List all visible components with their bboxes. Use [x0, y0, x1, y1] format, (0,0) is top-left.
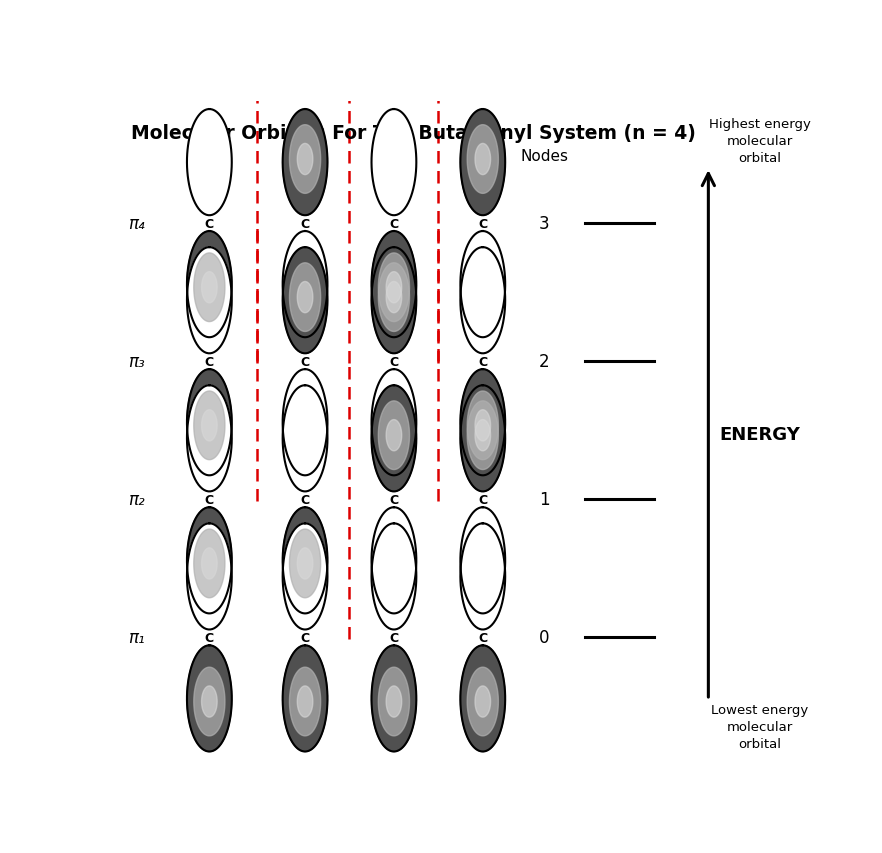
Polygon shape	[289, 530, 321, 598]
Polygon shape	[289, 264, 321, 332]
Text: C: C	[205, 631, 214, 644]
Polygon shape	[378, 402, 409, 470]
Polygon shape	[467, 402, 498, 470]
Text: 2: 2	[539, 353, 549, 371]
Polygon shape	[460, 524, 505, 630]
Polygon shape	[282, 524, 327, 630]
Polygon shape	[202, 548, 217, 579]
Polygon shape	[467, 667, 498, 736]
Text: Highest energy
molecular
orbital: Highest energy molecular orbital	[708, 118, 811, 165]
Polygon shape	[460, 646, 505, 751]
Polygon shape	[460, 232, 505, 338]
Polygon shape	[282, 110, 327, 216]
Polygon shape	[386, 272, 401, 304]
Polygon shape	[202, 410, 217, 441]
Text: C: C	[301, 493, 310, 506]
Polygon shape	[187, 386, 232, 492]
Polygon shape	[297, 686, 313, 717]
Text: C: C	[205, 218, 214, 230]
Polygon shape	[289, 125, 321, 194]
Polygon shape	[460, 508, 505, 613]
Text: C: C	[205, 356, 214, 368]
Text: C: C	[389, 493, 399, 506]
Polygon shape	[282, 232, 327, 338]
Polygon shape	[297, 282, 313, 313]
Polygon shape	[187, 248, 232, 354]
Text: π₁: π₁	[128, 629, 145, 647]
Text: C: C	[301, 356, 310, 368]
Polygon shape	[460, 386, 505, 492]
Polygon shape	[467, 125, 498, 194]
Text: π₂: π₂	[128, 490, 145, 508]
Polygon shape	[187, 110, 232, 216]
Polygon shape	[297, 548, 313, 579]
Text: C: C	[478, 356, 488, 368]
Polygon shape	[187, 232, 232, 338]
Polygon shape	[187, 524, 232, 630]
Polygon shape	[282, 646, 327, 751]
Text: C: C	[205, 493, 214, 506]
Polygon shape	[282, 386, 327, 492]
Polygon shape	[194, 667, 225, 736]
Text: C: C	[389, 218, 399, 230]
Polygon shape	[202, 686, 217, 717]
Text: C: C	[478, 218, 488, 230]
Text: C: C	[478, 493, 488, 506]
Text: C: C	[478, 631, 488, 644]
Polygon shape	[371, 232, 416, 338]
Text: π₃: π₃	[128, 353, 145, 371]
Text: ENERGY: ENERGY	[719, 425, 800, 443]
Polygon shape	[371, 508, 416, 613]
Polygon shape	[386, 686, 401, 717]
Text: Molecular Orbitals For The Butadienyl System (n = 4): Molecular Orbitals For The Butadienyl Sy…	[131, 124, 696, 142]
Polygon shape	[282, 508, 327, 613]
Text: C: C	[389, 356, 399, 368]
Polygon shape	[371, 646, 416, 751]
Text: C: C	[389, 631, 399, 644]
Polygon shape	[378, 264, 409, 332]
Polygon shape	[475, 410, 490, 441]
Polygon shape	[282, 248, 327, 354]
Polygon shape	[467, 392, 498, 460]
Polygon shape	[371, 524, 416, 630]
Polygon shape	[371, 110, 416, 216]
Text: 1: 1	[539, 490, 549, 508]
Polygon shape	[378, 253, 409, 322]
Polygon shape	[475, 420, 490, 451]
Polygon shape	[282, 369, 327, 476]
Text: C: C	[301, 631, 310, 644]
Polygon shape	[371, 248, 416, 354]
Polygon shape	[386, 282, 401, 313]
Polygon shape	[187, 646, 232, 751]
Text: Lowest energy
molecular
orbital: Lowest energy molecular orbital	[711, 704, 808, 751]
Polygon shape	[378, 667, 409, 736]
Polygon shape	[460, 369, 505, 476]
Text: π₄: π₄	[128, 215, 145, 233]
Polygon shape	[187, 508, 232, 613]
Polygon shape	[194, 530, 225, 598]
Polygon shape	[297, 144, 313, 176]
Polygon shape	[194, 392, 225, 460]
Text: 3: 3	[539, 215, 549, 233]
Polygon shape	[460, 248, 505, 354]
Polygon shape	[475, 686, 490, 717]
Text: C: C	[301, 218, 310, 230]
Polygon shape	[371, 369, 416, 476]
Polygon shape	[386, 420, 401, 451]
Polygon shape	[194, 253, 225, 322]
Polygon shape	[371, 386, 416, 492]
Polygon shape	[460, 110, 505, 216]
Polygon shape	[202, 272, 217, 304]
Polygon shape	[289, 667, 321, 736]
Text: 0: 0	[539, 629, 549, 647]
Polygon shape	[475, 144, 490, 176]
Text: Nodes: Nodes	[520, 148, 568, 164]
Polygon shape	[187, 369, 232, 476]
